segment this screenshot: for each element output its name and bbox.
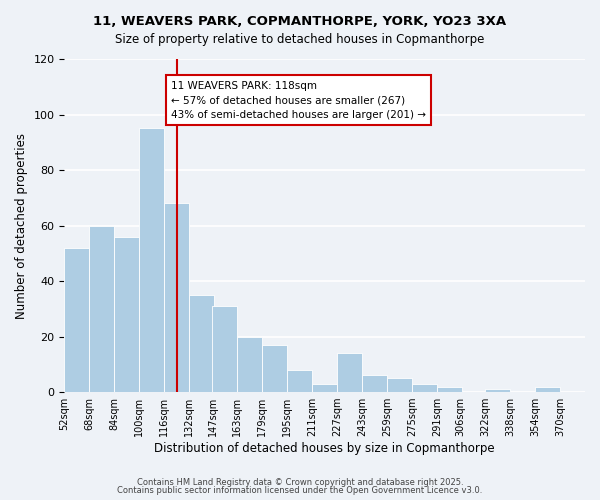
Text: Size of property relative to detached houses in Copmanthorpe: Size of property relative to detached ho… [115, 32, 485, 46]
Bar [164, 204, 189, 392]
Y-axis label: Number of detached properties: Number of detached properties [15, 132, 28, 318]
Bar [238, 336, 262, 392]
Bar [64, 248, 89, 392]
Bar [114, 236, 139, 392]
Bar [535, 386, 560, 392]
X-axis label: Distribution of detached houses by size in Copmanthorpe: Distribution of detached houses by size … [154, 442, 495, 455]
Text: 11, WEAVERS PARK, COPMANTHORPE, YORK, YO23 3XA: 11, WEAVERS PARK, COPMANTHORPE, YORK, YO… [94, 15, 506, 28]
Bar [485, 390, 510, 392]
Bar [262, 345, 287, 392]
Text: Contains public sector information licensed under the Open Government Licence v3: Contains public sector information licen… [118, 486, 482, 495]
Text: 11 WEAVERS PARK: 118sqm
← 57% of detached houses are smaller (267)
43% of semi-d: 11 WEAVERS PARK: 118sqm ← 57% of detache… [171, 80, 426, 120]
Bar [412, 384, 437, 392]
Text: Contains HM Land Registry data © Crown copyright and database right 2025.: Contains HM Land Registry data © Crown c… [137, 478, 463, 487]
Bar [287, 370, 312, 392]
Bar [387, 378, 412, 392]
Bar [362, 376, 387, 392]
Bar [89, 226, 114, 392]
Bar [337, 353, 362, 392]
Bar [437, 386, 462, 392]
Bar [189, 295, 214, 392]
Bar [312, 384, 337, 392]
Bar [139, 128, 164, 392]
Bar [212, 306, 238, 392]
